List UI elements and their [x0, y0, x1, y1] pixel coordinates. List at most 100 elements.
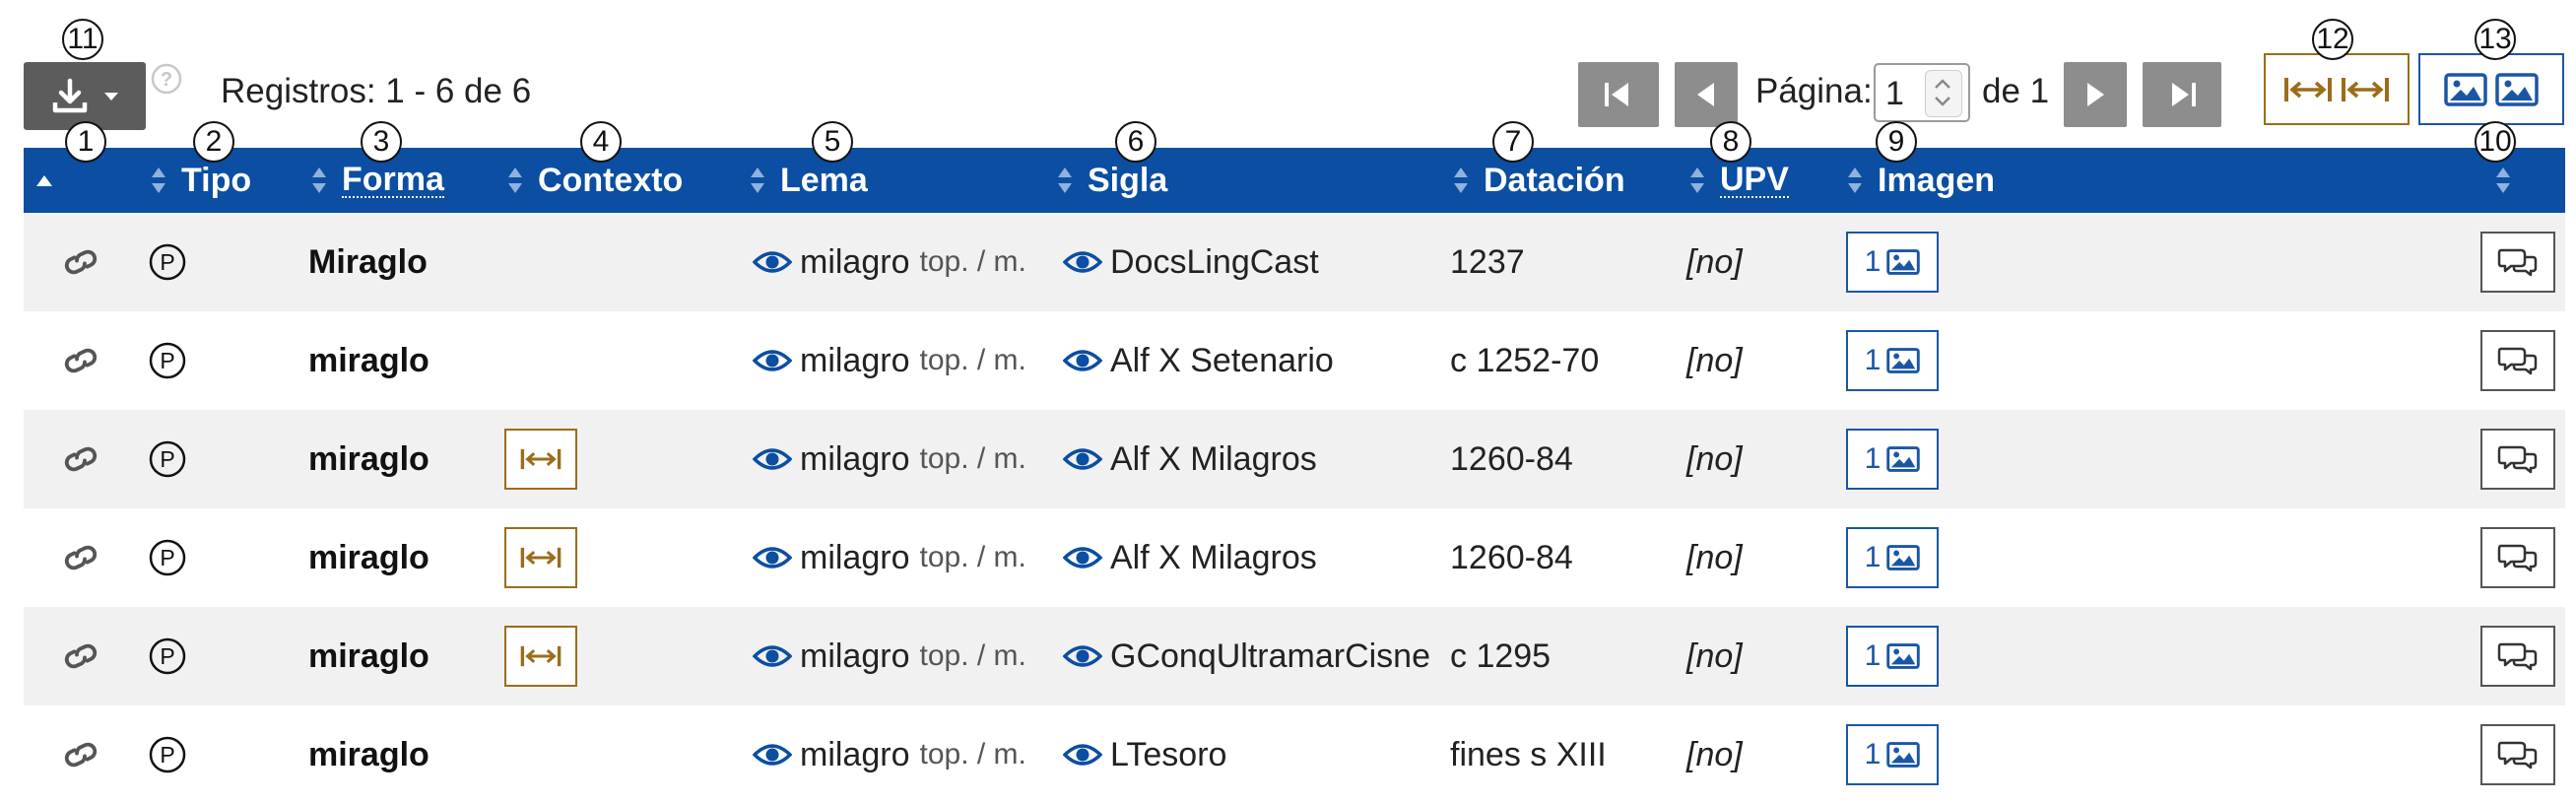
- expand-context-button[interactable]: [504, 626, 577, 687]
- comments-button[interactable]: [2480, 429, 2555, 490]
- image-cell: 1: [1846, 607, 1939, 705]
- sigla-link[interactable]: Alf X Setenario: [1063, 311, 1334, 410]
- permalink-link[interactable]: [59, 213, 102, 311]
- prose-type-icon: P: [149, 637, 186, 675]
- column-header-tipo[interactable]: Tipo: [150, 148, 251, 213]
- type-letter: P: [160, 446, 174, 472]
- upv-text: [no]: [1686, 538, 1743, 576]
- annotation-marker: 7: [1492, 121, 1534, 163]
- stepper-arrows-icon: [1935, 79, 1950, 106]
- sort-link-column[interactable]: [35, 148, 53, 213]
- download-button[interactable]: [24, 62, 146, 130]
- column-header-sigla[interactable]: Sigla: [1056, 148, 1167, 213]
- lema-text: milagro: [800, 735, 910, 773]
- expand-context-button[interactable]: [504, 527, 577, 588]
- lema-link[interactable]: milagro top. / m.: [753, 705, 1026, 804]
- page-label: Página:: [1755, 72, 1873, 110]
- view-images-button[interactable]: 1: [1846, 429, 1939, 490]
- comments-button[interactable]: [2480, 330, 2555, 391]
- eye-icon: [1063, 645, 1102, 667]
- image-count: 1: [1864, 344, 1882, 376]
- upv-text: [no]: [1686, 341, 1743, 379]
- sigla-link[interactable]: Alf X Milagros: [1063, 410, 1317, 508]
- lema-link[interactable]: milagro top. / m.: [753, 607, 1026, 705]
- forma-text: miraglo: [308, 439, 429, 478]
- column-header-upv[interactable]: UPV: [1688, 148, 1789, 213]
- view-images-button[interactable]: 1: [1846, 232, 1939, 293]
- comments-button[interactable]: [2480, 724, 2555, 785]
- column-header-datacion[interactable]: Datación: [1452, 148, 1625, 213]
- first-page-icon: [1605, 83, 1628, 106]
- column-header-imagen[interactable]: Imagen: [1846, 148, 1995, 213]
- permalink-link[interactable]: [59, 607, 102, 705]
- permalink-link[interactable]: [59, 508, 102, 607]
- view-images-button[interactable]: 1: [1846, 330, 1939, 391]
- annotation-marker: 13: [2475, 19, 2516, 60]
- image-cell: 1: [1846, 213, 1939, 311]
- table-row: P miraglo milagro top. / m.: [24, 607, 2565, 705]
- show-all-images-button[interactable]: [2418, 53, 2564, 125]
- sort-icon: [312, 168, 326, 193]
- type-badge: P: [148, 607, 187, 705]
- table-body: P Miraglo milagro top. / m. DocsLingCast…: [24, 213, 2565, 804]
- sigla-link[interactable]: Alf X Milagros: [1063, 508, 1317, 607]
- datacion-text: 1237: [1450, 242, 1525, 281]
- image-icon: [1886, 742, 1921, 768]
- type-badge: P: [148, 508, 187, 607]
- annotation-marker: 6: [1115, 121, 1156, 163]
- page-number-field[interactable]: [1874, 63, 1970, 122]
- eye-icon: [753, 350, 792, 371]
- permalink-link[interactable]: [59, 705, 102, 804]
- expand-all-contexts-button[interactable]: [2264, 53, 2410, 125]
- sort-icon: [508, 168, 522, 193]
- view-images-button[interactable]: 1: [1846, 527, 1939, 588]
- first-page-button[interactable]: [1578, 62, 1659, 127]
- comments-button[interactable]: [2480, 232, 2555, 293]
- sigla-link[interactable]: DocsLingCast: [1063, 213, 1319, 311]
- permalink-link[interactable]: [59, 410, 102, 508]
- table-row: P miraglo milagro top. / m.: [24, 410, 2565, 508]
- sort-comments-column[interactable]: [2494, 148, 2526, 213]
- lema-link[interactable]: milagro top. / m.: [753, 508, 1026, 607]
- previous-page-button[interactable]: [1675, 62, 1738, 127]
- annotation-marker: 11: [62, 19, 103, 60]
- help-icon[interactable]: ?: [151, 63, 182, 95]
- page-stepper[interactable]: [1925, 70, 1962, 117]
- sort-icon: [1848, 168, 1862, 193]
- lema-text: milagro: [800, 636, 910, 675]
- type-letter: P: [160, 545, 174, 570]
- image-icon: [1886, 249, 1921, 275]
- permalink-link[interactable]: [59, 311, 102, 410]
- lema-link[interactable]: milagro top. / m.: [753, 213, 1026, 311]
- view-images-button[interactable]: 1: [1846, 724, 1939, 785]
- view-images-button[interactable]: 1: [1846, 626, 1939, 687]
- column-header-contexto[interactable]: Contexto: [506, 148, 683, 213]
- previous-page-icon: [1697, 83, 1714, 106]
- image-count: 1: [1864, 639, 1882, 672]
- image-count: 1: [1864, 442, 1882, 475]
- datacion-text: c 1295: [1450, 636, 1552, 675]
- image-count: 1: [1864, 245, 1882, 278]
- column-header-lema[interactable]: Lema: [749, 148, 868, 213]
- next-page-button[interactable]: [2064, 62, 2127, 127]
- table-row: P miraglo milagro top. / m. Alf X Setena…: [24, 311, 2565, 410]
- records-count: Registros: 1 - 6 de 6: [221, 72, 532, 110]
- comments-button[interactable]: [2480, 626, 2555, 687]
- comments-icon: [2497, 544, 2538, 572]
- lema-link[interactable]: milagro top. / m.: [753, 410, 1026, 508]
- comments-button[interactable]: [2480, 527, 2555, 588]
- next-page-icon: [2087, 83, 2104, 106]
- forma-text: miraglo: [308, 735, 429, 773]
- sigla-link[interactable]: GConqUltramarCisne: [1063, 607, 1430, 705]
- lema-link[interactable]: milagro top. / m.: [753, 311, 1026, 410]
- column-header-forma[interactable]: Forma: [310, 148, 444, 213]
- image-icon: [2495, 72, 2539, 106]
- sigla-link[interactable]: LTesoro: [1063, 705, 1226, 804]
- toolbar: ? Registros: 1 - 6 de 6 Página: de 1: [0, 0, 2576, 148]
- comments-cell: [2480, 311, 2555, 410]
- table-row: P miraglo milagro top. / m. LTesoro fine…: [24, 705, 2565, 804]
- expand-context-button[interactable]: [504, 429, 577, 490]
- link-icon: [64, 545, 98, 570]
- last-page-button[interactable]: [2143, 62, 2221, 127]
- expand-context-icon: [2342, 77, 2389, 101]
